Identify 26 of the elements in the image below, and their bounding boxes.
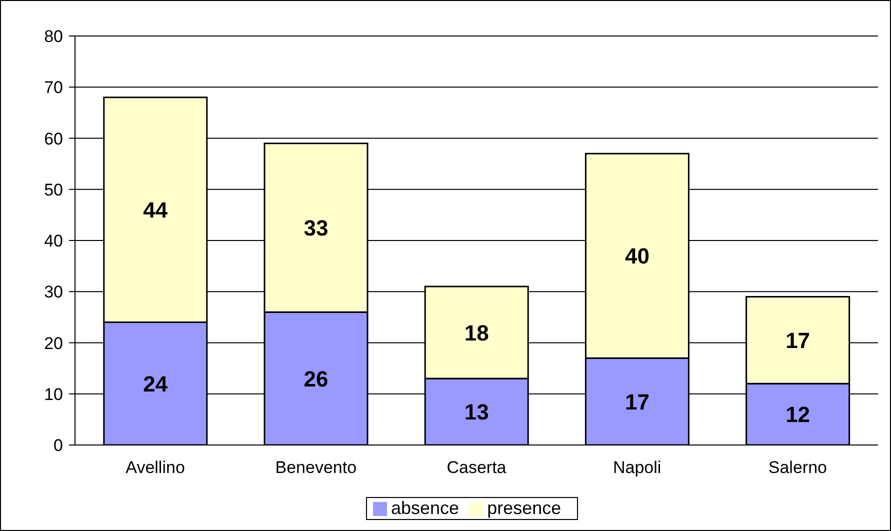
- data-label: 40: [624, 244, 650, 269]
- legend-label: presence: [487, 498, 562, 518]
- y-tick-label: 20: [44, 334, 63, 353]
- x-tick-label: Caserta: [446, 458, 507, 478]
- y-tick-label: 70: [44, 78, 63, 98]
- data-label: 44: [143, 198, 168, 223]
- data-label: 17: [624, 389, 650, 414]
- y-tick-label: 0: [54, 436, 63, 456]
- data-label: 13: [464, 400, 489, 425]
- legend-label: absence: [391, 498, 460, 518]
- x-tick-label: Avellino: [126, 458, 185, 478]
- y-tick-label: 30: [44, 282, 63, 302]
- data-label: 33: [304, 216, 328, 241]
- y-tick-label: 40: [44, 232, 63, 251]
- data-label: 17: [786, 328, 810, 354]
- x-tick-label: Benevento: [275, 458, 357, 478]
- x-tick-label: Salerno: [768, 458, 828, 478]
- y-tick-label: 80: [44, 27, 63, 46]
- y-tick-label: 50: [44, 180, 63, 200]
- x-tick-label: Napoli: [613, 458, 662, 478]
- y-tick-label: 60: [44, 129, 63, 148]
- y-tick-label: 10: [44, 384, 63, 404]
- data-label: 24: [143, 371, 168, 396]
- data-label: 18: [464, 320, 489, 346]
- data-label: 12: [786, 402, 810, 428]
- data-label: 26: [304, 366, 328, 392]
